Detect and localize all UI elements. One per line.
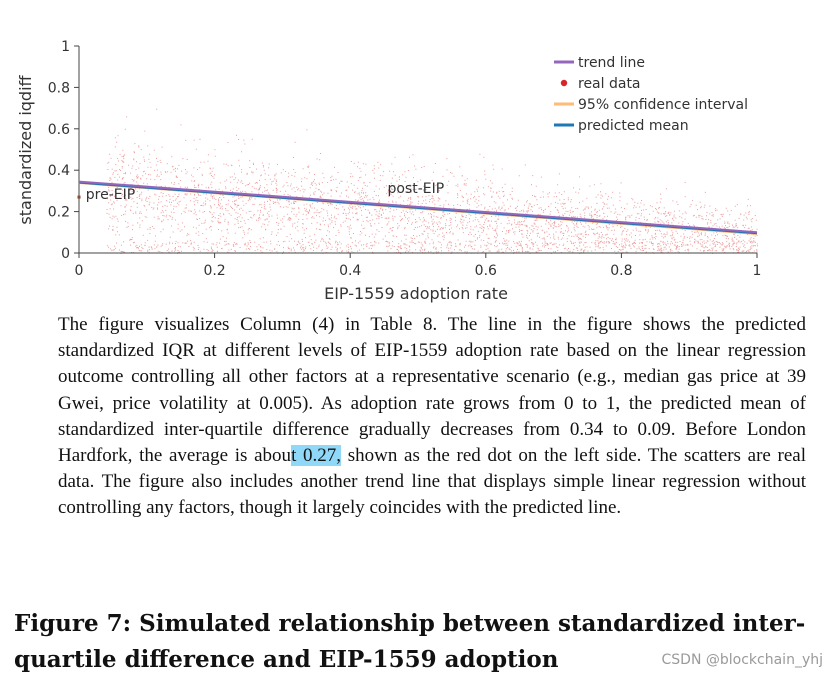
x-tick-label: 0 bbox=[75, 263, 84, 279]
y-tick-label: 1 bbox=[61, 39, 70, 55]
y-tick-label: 0.2 bbox=[48, 205, 70, 221]
figure-title: Figure 7: Simulated relationship between… bbox=[14, 610, 806, 673]
watermark: CSDN @blockchain_yhj bbox=[661, 652, 823, 668]
legend-label: predicted mean bbox=[578, 118, 689, 134]
x-tick-label: 1 bbox=[753, 263, 762, 279]
y-axis-label: standardized iqdiff bbox=[16, 74, 35, 224]
y-tick-label: 0.8 bbox=[48, 80, 70, 96]
caption-highlight: t 0.27, bbox=[291, 445, 342, 467]
x-axis-label: EIP-1559 adoption rate bbox=[324, 284, 508, 303]
axes: 0 0.2 0.4 0.6 0.8 1 0 0.2 0.4 0.6 0.8 1 bbox=[48, 39, 762, 279]
x-tick-label: 0.6 bbox=[475, 263, 497, 279]
series-lines bbox=[78, 180, 758, 235]
caption-text-before: The figure visualizes Column (4) in Tabl… bbox=[58, 314, 806, 467]
legend-label: 95% confidence interval bbox=[578, 97, 748, 113]
x-tick-label: 0.2 bbox=[203, 263, 225, 279]
pre-eip-dot bbox=[77, 195, 81, 199]
annotation-post-eip: post-EIP bbox=[387, 181, 444, 197]
legend-swatch-dot bbox=[560, 79, 568, 87]
legend: trend line real data 95% confidence interv… bbox=[554, 55, 748, 134]
y-tick-label: 0.6 bbox=[48, 122, 70, 138]
x-tick-label: 0.8 bbox=[610, 263, 632, 279]
scatter-chart: 0 0.2 0.4 0.6 0.8 1 0 0.2 0.4 0.6 0.8 1 pre-EIP post… bbox=[16, 39, 762, 303]
annotations: pre-EIP post-EIP bbox=[77, 181, 444, 203]
figure-caption: The figure visualizes Column (4) in Tabl… bbox=[58, 312, 806, 522]
legend-label: real data bbox=[578, 76, 641, 92]
caption-text-after: shown as the red dot on the left side. T… bbox=[58, 445, 807, 519]
series-trend-line bbox=[78, 180, 758, 234]
legend-label: trend line bbox=[578, 55, 645, 71]
y-tick-label: 0.4 bbox=[48, 163, 70, 179]
x-tick-label: 0.4 bbox=[339, 263, 361, 279]
y-tick-label: 0 bbox=[61, 246, 70, 262]
annotation-pre-eip: pre-EIP bbox=[86, 187, 135, 203]
